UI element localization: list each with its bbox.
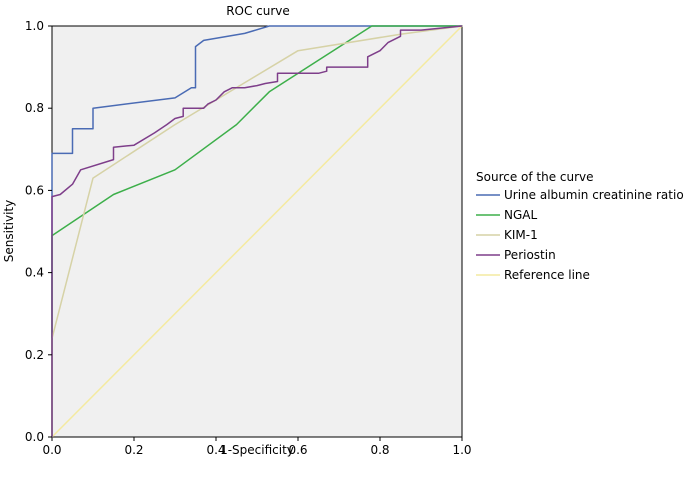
x-tick-label: 0.6 [288, 443, 307, 457]
x-tick-label: 0.0 [42, 443, 61, 457]
y-tick-label: 0.8 [25, 101, 44, 115]
y-tick-label: 1.0 [25, 19, 44, 33]
y-tick-label: 0.2 [25, 348, 44, 362]
series-layer [51, 25, 463, 438]
legend-item-label: NGAL [504, 208, 537, 222]
y-tick-label: 0.6 [25, 183, 44, 197]
legend-item-label: Reference line [504, 268, 590, 282]
legend: Source of the curve Urine albumin creati… [476, 170, 684, 282]
legend-item-label: Periostin [504, 248, 556, 262]
series-line-urine-albumin-creatinine-ratio [51, 25, 462, 437]
x-tick-label: 0.8 [370, 443, 389, 457]
x-tick-label: 0.2 [124, 443, 143, 457]
legend-item-label: KIM-1 [504, 228, 538, 242]
y-axis-label: Sensitivity [2, 200, 16, 262]
legend-title: Source of the curve [476, 170, 594, 184]
x-tick-label: 1.0 [452, 443, 471, 457]
x-tick-label: 0.4 [206, 443, 225, 457]
series-line-periostin [51, 25, 463, 437]
series-line-ngal [51, 25, 462, 437]
chart-title: ROC curve [226, 4, 290, 18]
y-tick-label: 0.0 [25, 430, 44, 444]
y-tick-label: 0.4 [25, 266, 44, 280]
legend-item-label: Urine albumin creatinine ratio [504, 188, 684, 202]
x-axis-label: 1-Specificity [220, 443, 294, 457]
axes-layer: 0.0 0.2 0.4 0.6 0.8 1.0 0.0 0.2 0.4 0.6 0.8 1.0 [25, 19, 472, 457]
series-line-reference-line [51, 25, 463, 438]
